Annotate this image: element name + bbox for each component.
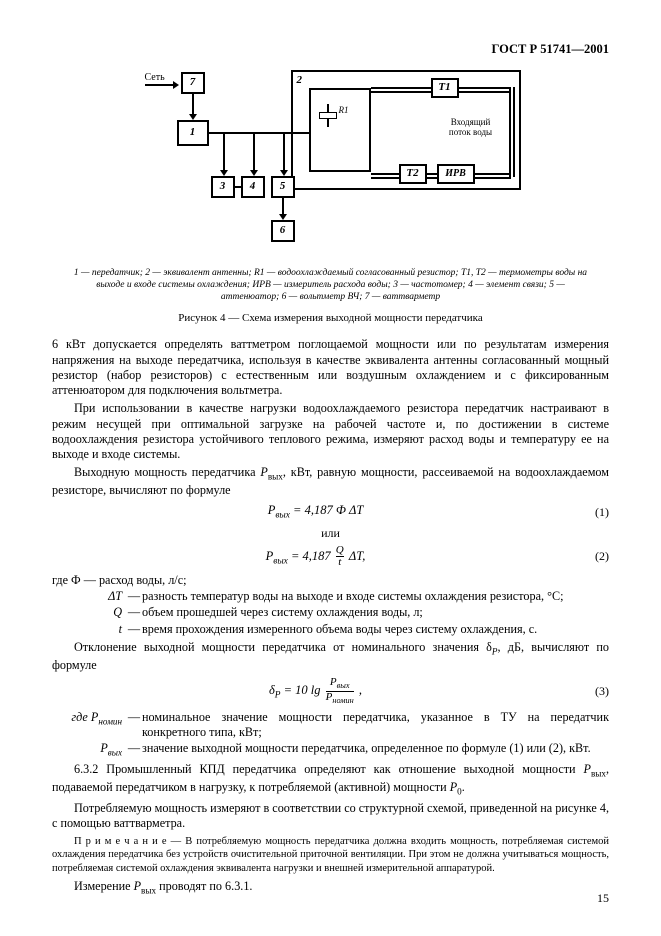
box-1: 1 [177, 120, 209, 146]
para-3: Выходную мощность передатчика Pвых, кВт,… [52, 465, 609, 498]
formula-3: δP = 10 lg PвыхPномин , (3) [52, 677, 609, 706]
def-q: объем прошедшей через систему охлаждения… [142, 605, 609, 620]
para-7: Измерение Pвых проводят по 6.3.1. [52, 879, 609, 897]
note: П р и м е ч а н и е — В потребляемую мощ… [52, 835, 609, 874]
def-pvyh: значение выходной мощности передатчика, … [142, 741, 609, 759]
figure-caption: Рисунок 4 — Схема измерения выходной мощ… [52, 312, 609, 326]
para-4: Отклонение выходной мощности передатчика… [52, 640, 609, 673]
formula-2: Pвых = 4,187 Qt ΔT, (2) [52, 545, 609, 569]
p3a: Выходную мощность передатчика [74, 465, 260, 479]
box-t2: Т2 [399, 164, 427, 184]
inner-box [309, 88, 371, 172]
box-7: 7 [181, 72, 205, 94]
definitions-2: где Pномин—номинальное значение мощности… [52, 710, 609, 759]
box-6: 6 [271, 220, 295, 242]
eq-num-3: (3) [579, 684, 609, 699]
def-lead: где Ф — расход воды, л/с; [52, 573, 609, 588]
para-1: 6 кВт допускается определять ваттметром … [52, 337, 609, 398]
def-t: время прохождения измеренного объема вод… [142, 622, 609, 637]
diagram: Сеть 7 2 Т1 Т2 ИРВ R1 [141, 70, 521, 260]
eq-num-1: (1) [579, 505, 609, 520]
net-label: Сеть [145, 72, 165, 83]
formula-1: Pвых = 4,187 Ф ΔT (1) [52, 503, 609, 522]
box-5: 5 [271, 176, 295, 198]
definitions-1: где Ф — расход воды, л/с; ΔT—разность те… [52, 573, 609, 637]
doc-id: ГОСТ Р 51741—2001 [491, 42, 609, 58]
para-6: Потребляемую мощность измеряют в соответ… [52, 801, 609, 832]
p4a: Отклонение выходной мощности передатчика… [74, 640, 492, 654]
p5c: . [462, 780, 465, 794]
box-2-label: 2 [297, 74, 303, 86]
r1-symbol [319, 112, 337, 119]
box-irv: ИРВ [437, 164, 475, 184]
def-dt: разность температур воды на выходе и вхо… [142, 589, 609, 604]
box-t1: Т1 [431, 78, 459, 98]
page-number: 15 [597, 891, 609, 906]
flow-label: Входящийпоток воды [431, 118, 511, 138]
p5a: 6.3.2 Промышленный КПД передатчика опред… [74, 762, 583, 776]
box-4: 4 [241, 176, 265, 198]
p7b: проводят по 6.3.1. [156, 879, 252, 893]
p7a: Измерение [74, 879, 134, 893]
formula-or: или [52, 526, 609, 541]
r1-label: R1 [339, 106, 349, 116]
box-3: 3 [211, 176, 235, 198]
diagram-legend: 1 — передатчик; 2 — эквивалент антенны; … [72, 268, 589, 304]
eq-num-2: (2) [579, 549, 609, 564]
para-5: 6.3.2 Промышленный КПД передатчика опред… [52, 762, 609, 798]
para-2: При использовании в качестве нагрузки во… [52, 401, 609, 462]
legend-text: 1 — передатчик; 2 — эквивалент антенны; … [74, 268, 587, 302]
def-pnom: номинальное значение мощности передатчик… [142, 710, 609, 741]
